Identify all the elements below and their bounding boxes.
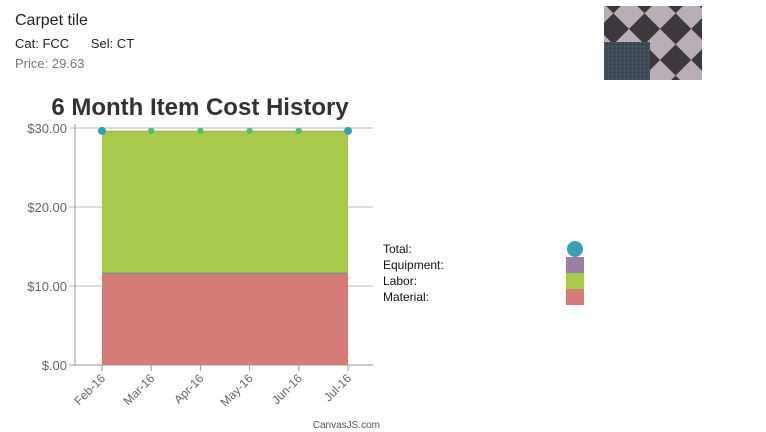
- area-labor: [102, 130, 348, 273]
- y-tick-label: $10.00: [27, 279, 67, 294]
- total-point: [148, 127, 155, 135]
- total-point: [98, 126, 106, 135]
- selection-code: Sel: CT: [90, 36, 135, 51]
- grid-lines: $.00 $10.00 $20.00 $30.00: [27, 121, 373, 373]
- total-point: [344, 126, 352, 135]
- total-point: [197, 127, 204, 135]
- x-tick-label: Feb-16: [71, 371, 108, 408]
- item-price: Price: 29.63: [15, 56, 85, 71]
- y-tick-label: $20.00: [27, 200, 67, 215]
- x-tick-label: Jun-16: [269, 371, 305, 407]
- legend-marker-total: [567, 241, 583, 257]
- legend-label: Labor:: [383, 274, 417, 288]
- x-tick-label: Apr-16: [171, 371, 207, 407]
- legend-swatch: [566, 289, 584, 305]
- x-tick-label: May-16: [218, 371, 256, 409]
- total-point: [246, 127, 253, 135]
- x-tick-label: Mar-16: [121, 371, 158, 408]
- carpet-tile-image: [604, 6, 702, 80]
- chart-title: 6 Month Item Cost History: [51, 94, 349, 121]
- y-tick-label: $30.00: [27, 121, 67, 136]
- legend-label: Material:: [383, 290, 429, 304]
- stacked-areas: [102, 130, 348, 365]
- legend: Total: Equipment: Labor: Material:: [383, 241, 584, 305]
- legend-swatch: [566, 273, 584, 289]
- legend-swatch: [566, 257, 584, 273]
- chart-credit: CanvasJS.com: [313, 420, 380, 431]
- legend-label: Equipment:: [383, 258, 444, 272]
- area-material: [102, 274, 348, 365]
- item-thumbnail: [604, 6, 702, 80]
- legend-label: Total:: [383, 242, 412, 256]
- item-name: Carpet tile: [15, 12, 88, 29]
- total-point: [295, 127, 302, 135]
- item-codes: Cat: FCC Sel: CT: [15, 36, 152, 51]
- y-tick-label: $.00: [42, 358, 67, 373]
- x-tick-label: Jul-16: [321, 371, 354, 404]
- category-code: Cat: FCC: [15, 36, 70, 51]
- cost-history-chart: 6 Month Item Cost History $.00 $10.00 $20.…: [27, 94, 584, 431]
- total-markers: [98, 126, 352, 135]
